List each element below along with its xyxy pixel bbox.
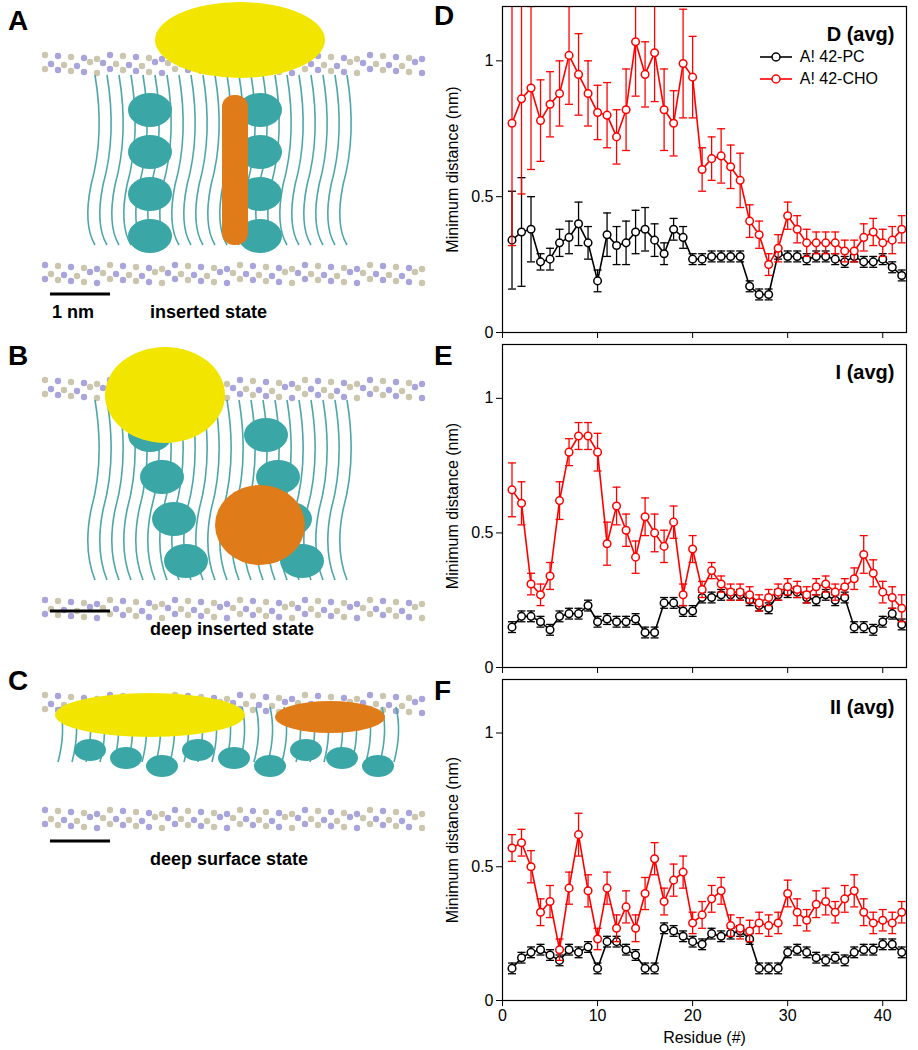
svg-text:D (avg): D (avg)	[827, 23, 895, 45]
html-text:A! 42-CHO: A! 42-CHO	[799, 70, 878, 87]
svg-text:II (avg): II (avg)	[830, 696, 894, 718]
svg-text:inserted state: inserted state	[150, 302, 267, 322]
svg-text:1: 1	[485, 724, 494, 741]
svg-text:I (avg): I (avg)	[836, 361, 895, 383]
svg-text:Residue (#): Residue (#)	[663, 1029, 746, 1046]
svg-text:1 nm: 1 nm	[52, 302, 94, 322]
svg-text:0: 0	[498, 1007, 507, 1024]
svg-text:0.5: 0.5	[471, 188, 493, 205]
svg-text:1: 1	[485, 52, 494, 69]
svg-text:0: 0	[485, 992, 494, 1009]
svg-text:Minimum distance (nm): Minimum distance (nm)	[444, 86, 461, 252]
html-text:E: E	[434, 340, 453, 371]
svg-text:A: A	[8, 5, 28, 36]
svg-text:30: 30	[779, 1007, 797, 1024]
svg-text:40: 40	[874, 1007, 892, 1024]
svg-text:20: 20	[684, 1007, 702, 1024]
svg-text:B: B	[8, 340, 28, 371]
svg-text:0: 0	[485, 324, 494, 341]
svg-text:0.5: 0.5	[471, 858, 493, 875]
html-text:F: F	[434, 675, 452, 706]
svg-text:10: 10	[589, 1007, 607, 1024]
svg-text:1: 1	[485, 389, 494, 406]
svg-text:0.5: 0.5	[471, 524, 493, 541]
svg-text:0: 0	[485, 659, 494, 676]
svg-text:deep surface state: deep surface state	[150, 849, 308, 869]
svg-text:Minimum distance (nm): Minimum distance (nm)	[444, 757, 461, 923]
svg-text:C: C	[8, 665, 28, 696]
html-text:D: D	[434, 0, 455, 31]
svg-text:deep inserted state: deep inserted state	[150, 619, 314, 639]
html-text:A! 42-PC: A! 42-PC	[799, 48, 865, 65]
svg-text:Minimum distance (nm): Minimum distance (nm)	[444, 423, 461, 589]
